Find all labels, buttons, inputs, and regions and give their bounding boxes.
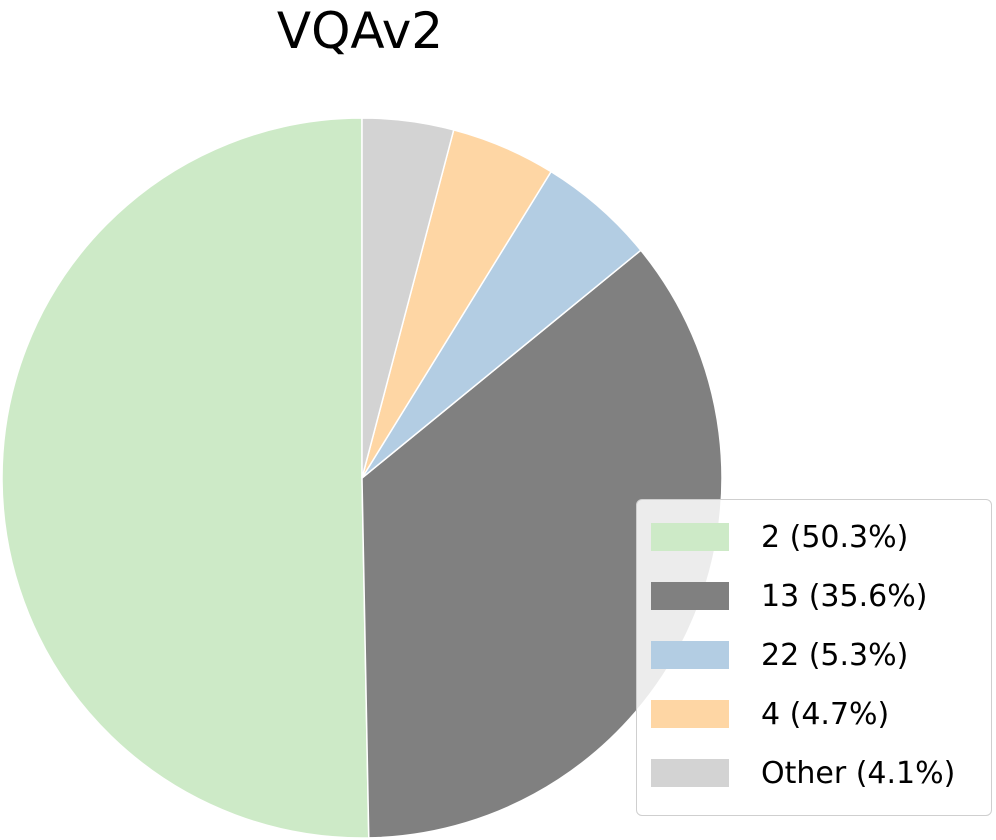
legend-label-1: 13 (35.6%)	[761, 578, 928, 614]
legend-label-3: 4 (4.7%)	[761, 696, 890, 732]
legend-swatch-3	[651, 700, 729, 728]
legend-swatch-4	[651, 759, 729, 787]
legend-swatch-0	[651, 523, 729, 551]
legend-item-3: 4 (4.7%)	[651, 694, 889, 734]
legend-swatch-1	[651, 582, 729, 610]
legend-label-4: Other (4.1%)	[761, 755, 956, 791]
legend-label-0: 2 (50.3%)	[761, 519, 909, 555]
legend-swatch-2	[651, 641, 729, 669]
legend: 2 (50.3%) 13 (35.6%) 22 (5.3%) 4 (4.7%) Othe…	[636, 499, 992, 816]
legend-item-1: 13 (35.6%)	[651, 576, 927, 616]
legend-item-4: Other (4.1%)	[651, 753, 955, 793]
legend-label-2: 22 (5.3%)	[761, 637, 909, 673]
legend-item-2: 22 (5.3%)	[651, 635, 908, 675]
pie-slice-4	[361, 117, 455, 479]
pie-slice-0	[1, 117, 370, 839]
chart-title: VQAv2	[276, 2, 444, 60]
legend-item-0: 2 (50.3%)	[651, 517, 908, 557]
